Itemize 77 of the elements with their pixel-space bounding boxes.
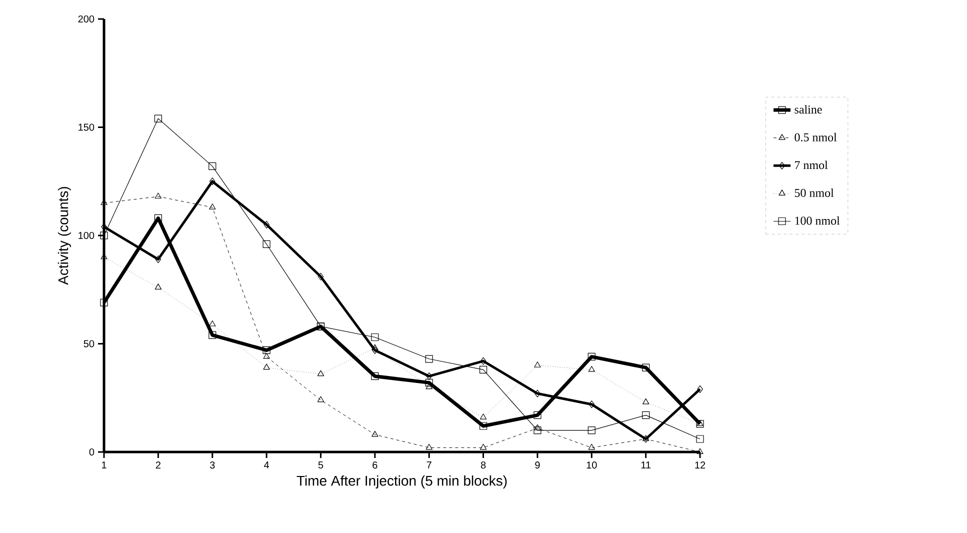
point: [696, 420, 704, 428]
y-tick-label: 0: [89, 448, 94, 456]
point: [534, 411, 542, 419]
point: [696, 448, 704, 454]
point: [697, 385, 703, 393]
point: [208, 331, 216, 339]
point: [642, 364, 650, 372]
point: [100, 232, 108, 240]
point: [154, 284, 162, 290]
x-axis-title: Time After Injection (5 min blocks): [296, 475, 507, 488]
point: [642, 411, 650, 419]
point: [263, 352, 270, 359]
x-tick-label: 1: [102, 462, 106, 468]
point: [588, 352, 596, 361]
x-tick-label: 4: [264, 462, 270, 468]
point: [209, 204, 216, 210]
point: [425, 355, 433, 363]
point: [534, 362, 541, 368]
x-tick-label: 3: [210, 462, 215, 469]
point: [696, 420, 704, 426]
point: [154, 192, 162, 199]
x-tick-label: 9: [535, 462, 540, 469]
point: [372, 344, 378, 350]
x-tick-label: 8: [480, 462, 486, 469]
y-tick-label: 150: [78, 124, 94, 131]
point: [154, 214, 162, 222]
point: [426, 444, 432, 450]
point: [372, 346, 378, 354]
x-tick-label: 2: [156, 462, 160, 468]
point: [480, 357, 486, 365]
point: [588, 400, 595, 408]
point: [696, 435, 704, 443]
point: [262, 240, 270, 248]
point: [480, 414, 487, 420]
point: [372, 430, 378, 437]
x-tick-label: 6: [372, 462, 378, 469]
point: [263, 364, 270, 370]
point: [588, 366, 595, 372]
legend-label: 7 nmol: [795, 160, 828, 170]
point: [479, 366, 488, 374]
point: [425, 378, 433, 387]
point: [534, 424, 541, 430]
point: [426, 372, 432, 380]
legend-label: 50 nmol: [794, 188, 834, 197]
point: [479, 422, 488, 430]
point: [588, 444, 595, 450]
point: [262, 346, 270, 354]
y-axis-title: Activity (counts): [58, 186, 71, 285]
point: [534, 390, 540, 398]
legend-label: 0.5 nmol: [794, 132, 837, 142]
y-tick-label: 50: [84, 340, 94, 348]
point: [480, 444, 487, 450]
legend-label: 100 nmol: [795, 216, 840, 225]
point: [209, 320, 216, 326]
point: [264, 220, 270, 228]
point: [588, 426, 596, 434]
point: [100, 298, 108, 306]
x-tick-label: 7: [426, 462, 432, 468]
y-tick-label: 200: [78, 15, 94, 23]
point: [317, 396, 324, 402]
point: [208, 162, 216, 170]
x-tick-label: 10: [586, 462, 597, 469]
point: [155, 256, 162, 264]
point: [534, 426, 542, 434]
y-tick-label: 100: [78, 232, 94, 240]
x-tick-label: 12: [695, 462, 706, 468]
x-tick-label: 11: [641, 462, 651, 468]
point: [371, 333, 379, 342]
point: [318, 272, 324, 280]
point: [371, 372, 379, 380]
point: [209, 178, 216, 186]
point: [154, 114, 162, 122]
point: [642, 398, 650, 404]
x-tick-label: 5: [318, 462, 324, 468]
legend-label: saline: [794, 105, 822, 114]
point: [426, 383, 432, 390]
point: [317, 370, 324, 376]
